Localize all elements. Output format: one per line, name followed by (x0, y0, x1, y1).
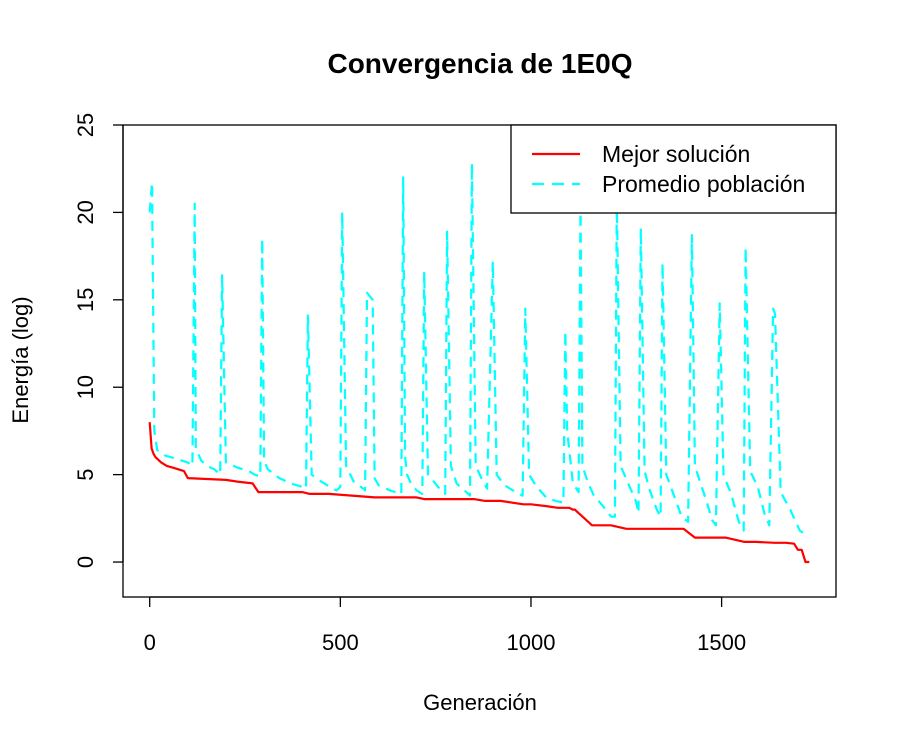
series-line-mejor-solucion (148, 422, 810, 564)
x-axis: 0 500 1000 1500 (144, 596, 746, 655)
y-tick-label: 25 (73, 113, 98, 137)
x-tick-label: 1500 (697, 630, 746, 655)
x-tick-label: 500 (322, 630, 359, 655)
y-tick-label: 0 (73, 556, 98, 568)
x-tick-label: 0 (144, 630, 156, 655)
y-tick-label: 15 (73, 288, 98, 312)
x-tick-label: 1000 (506, 630, 555, 655)
series-layer (148, 162, 810, 564)
legend-box (510, 124, 837, 214)
legend-label-mejor-solucion: Mejor solución (602, 141, 750, 167)
x-axis-label: Generación (423, 690, 537, 715)
chart-title: Convergencia de 1E0Q (327, 48, 632, 79)
legend-label-promedio-poblacion: Promedio población (602, 171, 805, 197)
y-tick-label: 10 (73, 375, 98, 399)
legend: Mejor solución Promedio población (510, 124, 837, 214)
y-axis: 0 5 10 15 20 25 (73, 113, 124, 568)
y-tick-label: 5 (73, 468, 98, 480)
y-axis-label: Energía (log) (8, 296, 33, 423)
y-tick-label: 20 (73, 200, 98, 224)
series-line-promedio-poblacion (148, 162, 809, 537)
